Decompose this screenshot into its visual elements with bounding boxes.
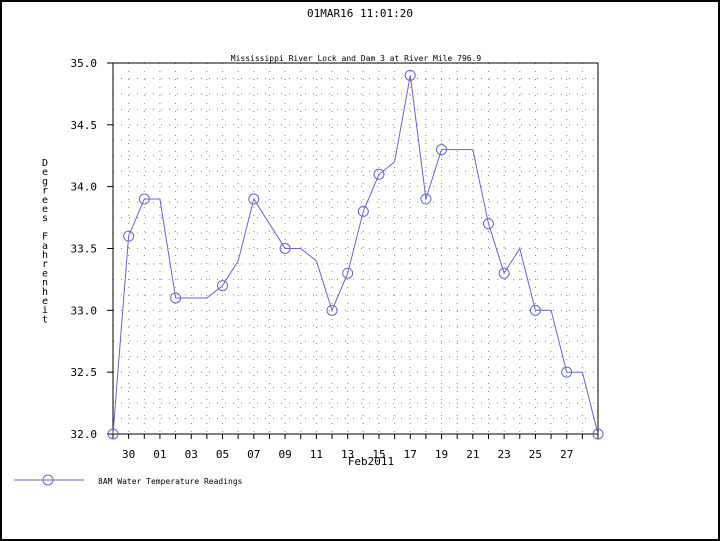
x-tick-label: 19: [435, 448, 448, 461]
data-point: [561, 366, 573, 378]
data-point: [248, 193, 260, 205]
x-axis-label: Feb2011: [348, 455, 394, 468]
data-point: [404, 69, 416, 81]
data-point: [373, 168, 385, 180]
y-tick-label: 33.5: [71, 243, 98, 256]
data-point: [107, 428, 119, 440]
y-tick-label: 35.0: [71, 57, 98, 70]
x-tick-label: 03: [185, 448, 198, 461]
x-tick-label: 25: [529, 448, 542, 461]
data-point: [529, 304, 541, 316]
data-point: [217, 280, 229, 292]
legend-marker: [42, 474, 54, 486]
y-tick-label: 32.5: [71, 366, 98, 379]
series-temperature: [107, 69, 604, 440]
data-point: [279, 243, 291, 254]
grid: [113, 63, 598, 434]
data-point: [482, 218, 494, 230]
x-tick-label: 13: [341, 448, 354, 461]
series-line: [112, 75, 599, 435]
data-point: [498, 267, 510, 279]
data-point: [436, 144, 448, 156]
x-tick-label: 15: [372, 448, 385, 461]
x-tick-label: 21: [466, 448, 479, 461]
data-point: [592, 428, 604, 440]
y-tick-label: 32.0: [71, 428, 98, 441]
x-tick-label: 30: [122, 448, 135, 461]
data-point: [123, 230, 135, 242]
chart-title: Mississippi River Lock and Dam 3 at Rive…: [231, 54, 482, 63]
y-tick-label: 34.5: [71, 119, 98, 132]
data-point: [342, 267, 354, 279]
data-point: [170, 292, 182, 304]
x-tick-label: 23: [498, 448, 511, 461]
x-tick-label: 01: [153, 448, 166, 461]
y-axis: 32.0 32.5 33.0 33.5 34.0 34.5 35.0: [71, 57, 113, 441]
x-tick-label: 17: [404, 448, 417, 461]
data-point: [326, 304, 338, 316]
y-tick-label: 33.0: [71, 304, 98, 317]
x-tick-label: 11: [310, 448, 323, 461]
data-point: [138, 193, 150, 205]
x-tick-label: 07: [247, 448, 260, 461]
timestamp-header: 01MAR16 11:01:20: [307, 7, 413, 20]
data-point: [420, 193, 432, 205]
x-tick-label: 27: [560, 448, 573, 461]
data-point: [357, 205, 369, 217]
x-axis: 30 01 03 05 07 09 11 13 15 17 19 21 23 25 27: [112, 434, 599, 461]
legend-label: 8AM Water Temperature Readings: [98, 477, 243, 486]
y-tick-label: 34.0: [71, 181, 98, 194]
x-tick-label: 05: [216, 448, 229, 461]
legend: 8AM Water Temperature Readings: [14, 474, 243, 486]
x-tick-label: 09: [278, 448, 291, 461]
